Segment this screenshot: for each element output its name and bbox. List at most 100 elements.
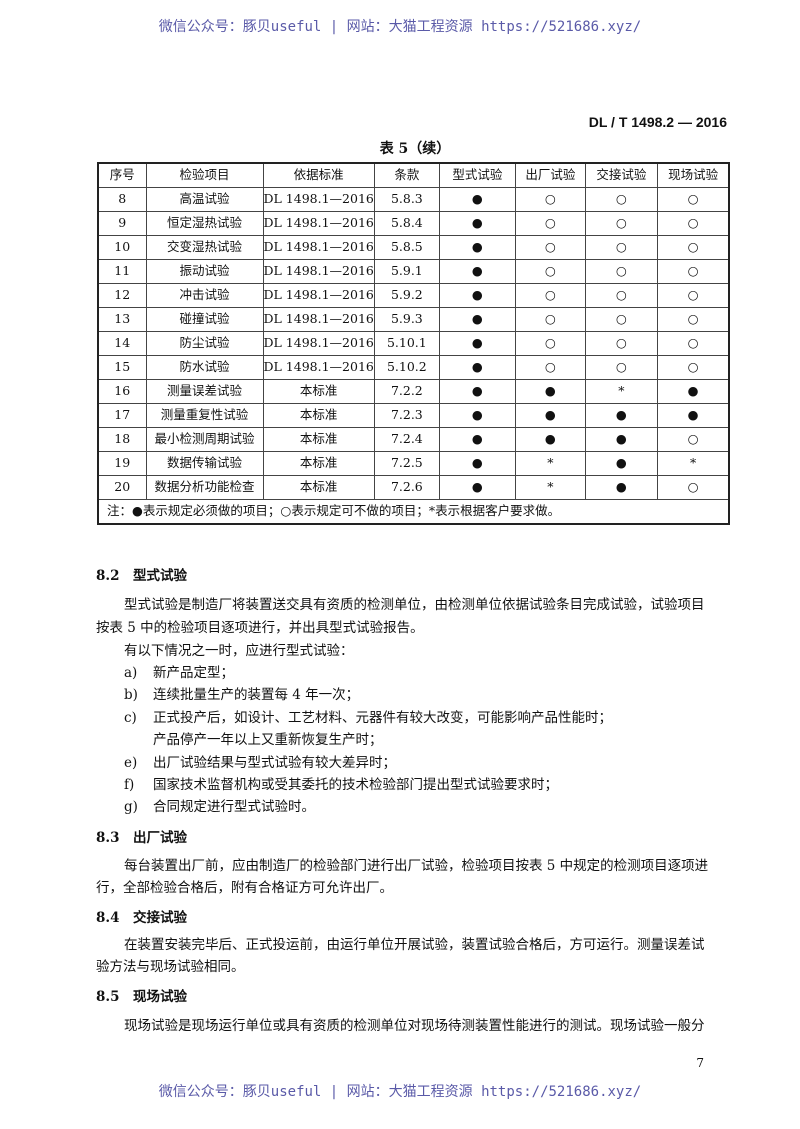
table-cell: 数据分析功能检查 bbox=[145, 474, 264, 500]
table-cell: ○ bbox=[656, 282, 730, 308]
table-note: 注：●表示规定必须做的项目；○表示规定可不做的项目；*表示根据客户要求做。 bbox=[97, 498, 730, 525]
table-cell: ○ bbox=[656, 474, 730, 500]
section-heading: 8.5 现场试验 bbox=[96, 989, 187, 1005]
table-cell: DL 1498.1—2016 bbox=[262, 234, 375, 260]
list-text: 产品停产一年以上又重新恢复生产时； bbox=[153, 732, 383, 749]
list-text: 连续批量生产的装置每 4 年一次； bbox=[153, 687, 360, 704]
table-cell: 碰撞试验 bbox=[145, 306, 264, 332]
table-cell: 7.2.2 bbox=[373, 378, 440, 404]
list-text: 出厂试验结果与型式试验有较大差异时； bbox=[153, 754, 396, 771]
table-cell: ○ bbox=[514, 186, 586, 212]
paragraph: 验方法与现场试验相同。 bbox=[96, 959, 245, 975]
table-cell: 8 bbox=[97, 186, 147, 212]
table-row: 11 振动试验 DL 1498.1—2016 5.9.1 ● ○ ○ ○ bbox=[97, 258, 730, 284]
table-cell: ○ bbox=[656, 330, 730, 356]
table-cell: 15 bbox=[97, 354, 147, 380]
table-cell: 5.10.1 bbox=[373, 330, 440, 356]
table-cell: ○ bbox=[514, 354, 586, 380]
table-row: 12 冲击试验 DL 1498.1—2016 5.9.2 ● ○ ○ ○ bbox=[97, 282, 730, 308]
table-cell: 7.2.3 bbox=[373, 402, 440, 428]
paragraph: 行，全部检验合格后，附有合格证方可允许出厂。 bbox=[96, 880, 393, 896]
table-cell: ○ bbox=[656, 210, 730, 236]
table-cell: 5.9.2 bbox=[373, 282, 440, 308]
table-row: 18 最小检测周期试验 本标准 7.2.4 ● ● ● ○ bbox=[97, 426, 730, 452]
table-cell: ● bbox=[438, 354, 516, 380]
list-marker: b) bbox=[124, 687, 138, 704]
table-cell: ● bbox=[656, 402, 730, 428]
paragraph: 在装置安装完毕后、正式投运前，由运行单位开展试验，装置试验合格后，方可运行。测量… bbox=[124, 937, 705, 953]
list-item: e) 出厂试验结果与型式试验有较大差异时； bbox=[124, 754, 396, 772]
table-cell: ○ bbox=[584, 210, 658, 236]
column-header: 现场试验 bbox=[656, 162, 730, 188]
list-item: f) 国家技术监督机构或受其委托的技术检验部门提出型式试验要求时； bbox=[124, 776, 558, 794]
table-cell: 测量误差试验 bbox=[145, 378, 264, 404]
table-row: 15 防水试验 DL 1498.1—2016 5.10.2 ● ○ ○ ○ bbox=[97, 354, 730, 380]
table-cell: 19 bbox=[97, 450, 147, 476]
table-cell: ● bbox=[438, 330, 516, 356]
table-cell: ○ bbox=[514, 282, 586, 308]
table-cell: ○ bbox=[656, 426, 730, 452]
watermark-top: 微信公众号：豚贝useful | 网站：大猫工程资源 https://52168… bbox=[158, 19, 642, 35]
section-heading: 8.2 型式试验 bbox=[96, 568, 187, 584]
table-cell: 18 bbox=[97, 426, 147, 452]
list-item: b) 连续批量生产的装置每 4 年一次； bbox=[124, 686, 359, 704]
paragraph: 现场试验是现场运行单位或具有资质的检测单位对现场待测装置性能进行的测试。现场试验… bbox=[124, 1018, 705, 1034]
table-cell: ● bbox=[584, 474, 658, 500]
table-row: 13 碰撞试验 DL 1498.1—2016 5.9.3 ● ○ ○ ○ bbox=[97, 306, 730, 332]
table-cell: 20 bbox=[97, 474, 147, 500]
column-header: 出厂试验 bbox=[514, 162, 586, 188]
table-cell: 5.8.3 bbox=[373, 186, 440, 212]
table-cell: ○ bbox=[584, 330, 658, 356]
table-header-row: 序号 检验项目 依据标准 条款 型式试验 出厂试验 交接试验 现场试验 bbox=[97, 162, 730, 188]
column-header: 依据标准 bbox=[262, 162, 375, 188]
table-cell: 7.2.4 bbox=[373, 426, 440, 452]
table-cell: 测量重复性试验 bbox=[145, 402, 264, 428]
table-cell: DL 1498.1—2016 bbox=[262, 282, 375, 308]
table-cell: 12 bbox=[97, 282, 147, 308]
table-cell: 交变湿热试验 bbox=[145, 234, 264, 260]
table-cell: ● bbox=[584, 402, 658, 428]
table-cell: 5.9.1 bbox=[373, 258, 440, 284]
table-cell: ● bbox=[656, 378, 730, 404]
table-row: 9 恒定湿热试验 DL 1498.1—2016 5.8.4 ● ○ ○ ○ bbox=[97, 210, 730, 236]
table-cell: * bbox=[656, 450, 730, 476]
table-cell: ● bbox=[514, 378, 586, 404]
standard-number: DL / T 1498.2 — 2016 bbox=[588, 114, 727, 130]
paragraph: 型式试验是制造厂将装置送交具有资质的检测单位，由检测单位依据试验条目完成试验，试… bbox=[124, 597, 705, 613]
table-cell: ● bbox=[438, 426, 516, 452]
list-item: c) 正式投产后，如设计、工艺材料、元器件有较大改变，可能影响产品性能时； bbox=[124, 709, 612, 727]
list-item: g) 合同规定进行型式试验时。 bbox=[124, 798, 315, 816]
section-heading: 8.3 出厂试验 bbox=[96, 830, 187, 846]
list-text: 正式投产后，如设计、工艺材料、元器件有较大改变，可能影响产品性能时； bbox=[153, 709, 612, 726]
table-cell: ○ bbox=[656, 186, 730, 212]
table-cell: ○ bbox=[656, 234, 730, 260]
table-cell: * bbox=[514, 474, 586, 500]
table-cell: ○ bbox=[584, 306, 658, 332]
table-cell: ○ bbox=[656, 354, 730, 380]
table-cell: ● bbox=[438, 186, 516, 212]
list-marker: f) bbox=[124, 777, 135, 793]
column-header: 检验项目 bbox=[145, 162, 264, 188]
watermark-bottom: 微信公众号：豚贝useful | 网站：大猫工程资源 https://52168… bbox=[158, 1084, 642, 1100]
table-cell: ○ bbox=[514, 306, 586, 332]
table-cell: 7.2.6 bbox=[373, 474, 440, 500]
table-cell: 本标准 bbox=[262, 426, 375, 452]
test-items-table: 序号 检验项目 依据标准 条款 型式试验 出厂试验 交接试验 现场试验 8 高温试验 DL 1498… bbox=[97, 162, 731, 525]
table-cell: ○ bbox=[656, 306, 730, 332]
table-cell: 本标准 bbox=[262, 402, 375, 428]
table-cell: 冲击试验 bbox=[145, 282, 264, 308]
table-cell: 14 bbox=[97, 330, 147, 356]
table-cell: ● bbox=[438, 210, 516, 236]
table-cell: 最小检测周期试验 bbox=[145, 426, 264, 452]
table-cell: 5.8.4 bbox=[373, 210, 440, 236]
table-cell: 5.9.3 bbox=[373, 306, 440, 332]
table-cell: 防尘试验 bbox=[145, 330, 264, 356]
table-cell: ● bbox=[438, 474, 516, 500]
table-cell: ○ bbox=[514, 210, 586, 236]
table-cell: 恒定湿热试验 bbox=[145, 210, 264, 236]
list-marker: c) bbox=[124, 709, 137, 726]
table-cell: 16 bbox=[97, 378, 147, 404]
table-row: 8 高温试验 DL 1498.1—2016 5.8.3 ● ○ ○ ○ bbox=[97, 186, 730, 212]
table-cell: 本标准 bbox=[262, 474, 375, 500]
